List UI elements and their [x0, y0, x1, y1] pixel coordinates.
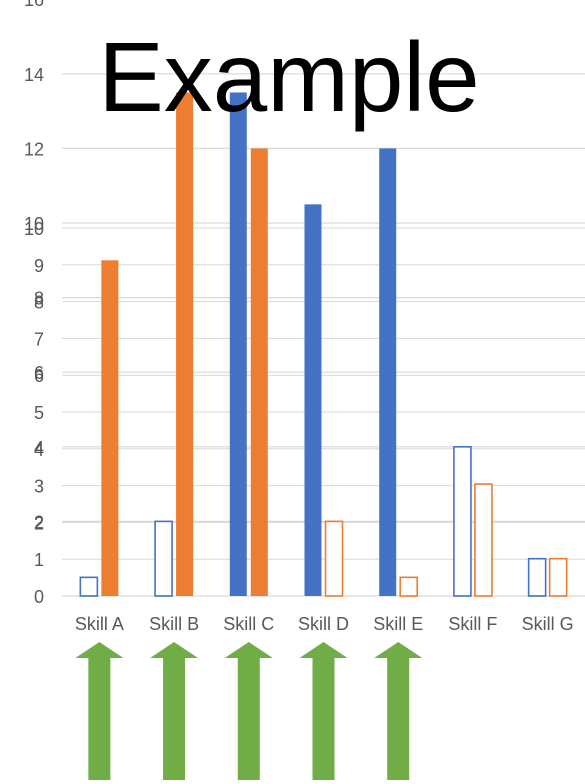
bar-skill-b-series-2 — [176, 92, 194, 596]
bar-skill-c-series-2 — [250, 148, 268, 596]
y-tick-label-minor: 3 — [34, 477, 44, 497]
x-tick-label: Skill E — [373, 614, 423, 634]
y-tick-label-major: 12 — [24, 139, 44, 159]
x-tick-label: Skill F — [448, 614, 497, 634]
bar-skill-d-series-1 — [304, 204, 322, 596]
bar-skill-g-series-2 — [548, 557, 568, 597]
arrows — [75, 642, 423, 780]
y-tick-label-major: 0 — [34, 587, 44, 607]
y-tick-label-major: 2 — [34, 512, 44, 532]
bar-skill-e-series-2 — [399, 576, 419, 597]
bar-skill-c-series-1 — [229, 92, 247, 596]
y-tick-label-major: 6 — [34, 363, 44, 383]
gridlines — [62, 73, 585, 597]
green-arrow-skill-b — [150, 642, 199, 780]
y-tick-label-major: 8 — [34, 289, 44, 309]
bar-skill-f-series-2 — [474, 483, 493, 597]
y-tick-label-minor: 5 — [34, 403, 44, 423]
green-arrow-skill-a — [75, 642, 124, 780]
y-tick-label-minor: 7 — [34, 329, 44, 349]
x-tick-label: Skill B — [149, 614, 199, 634]
x-axis-labels: Skill A Skill B Skill C Skill D Skill E Skill… — [75, 614, 574, 634]
bar-skill-f-series-1 — [453, 445, 472, 597]
bar-skill-g-series-1 — [527, 557, 547, 597]
y-tick-label-major: 10 — [24, 214, 44, 234]
bars — [79, 92, 568, 597]
y-tick-label-major: 4 — [34, 438, 44, 458]
y-tick-label-minor: 9 — [34, 256, 44, 276]
green-arrow-skill-e — [374, 642, 423, 780]
green-arrow-skill-d — [299, 642, 348, 780]
green-arrow-skill-c — [224, 642, 273, 780]
y-tick-label-minor: 2 — [34, 513, 44, 533]
x-tick-label: Skill A — [75, 614, 124, 634]
x-tick-label: Skill D — [298, 614, 349, 634]
bar-skill-e-series-1 — [379, 148, 397, 596]
y-tick-label-minor: 8 — [34, 293, 44, 313]
y-tick-label-major: 14 — [24, 65, 44, 85]
y-tick-label-minor: 6 — [34, 366, 44, 386]
bar-skill-a-series-2 — [101, 260, 119, 596]
chart-title: Example — [98, 22, 479, 132]
x-tick-label: Skill G — [522, 614, 574, 634]
bar-skill-d-series-2 — [324, 520, 344, 597]
y-tick-label-minor: 10 — [24, 219, 44, 239]
y-tick-label-major: 16 — [24, 0, 44, 10]
bar-skill-a-series-1 — [79, 576, 99, 597]
y-tick-label-minor: 4 — [34, 440, 44, 460]
x-tick-label: Skill C — [223, 614, 274, 634]
bar-skill-b-series-1 — [154, 520, 173, 597]
y-tick-label-minor: 1 — [34, 550, 44, 570]
